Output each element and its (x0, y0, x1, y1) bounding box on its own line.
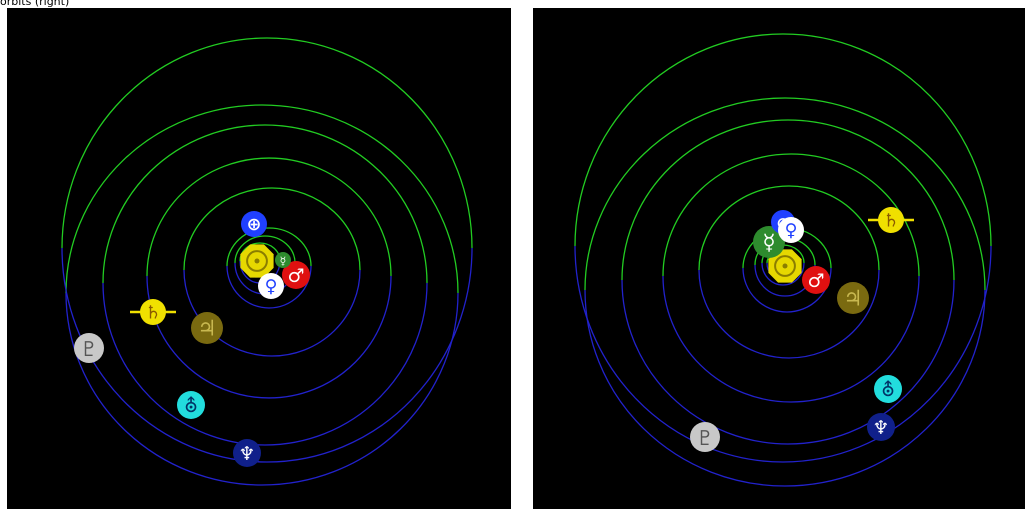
venus-marker: ♀ (778, 217, 804, 243)
mercury-icon (275, 252, 291, 268)
orbit-4-near-arc (226, 265, 312, 309)
pluto-marker: ♇ (690, 422, 720, 452)
uranus-marker: ⛢ (177, 391, 205, 419)
saturn-marker: ♄ (868, 207, 914, 233)
mercury-marker: ☿ (275, 252, 291, 268)
sun-ring (774, 255, 796, 277)
earth-marker: ⊕ (241, 211, 267, 237)
orbit-2-near-arc (761, 262, 805, 286)
pluto-icon (74, 333, 104, 363)
orbit-8-far-arc (584, 97, 986, 291)
mars-icon (802, 266, 830, 294)
orbit-8-near-arc (65, 292, 459, 486)
orbit-4-far-arc (226, 227, 312, 267)
venus-icon (258, 273, 284, 299)
sun-marker (768, 249, 802, 283)
orbit-9-far-arc (574, 33, 992, 247)
pluto-symbol: ♇ (696, 426, 714, 450)
venus-symbol: ♀ (785, 221, 798, 241)
neptune-icon (233, 439, 261, 467)
uranus-symbol: ⛢ (184, 395, 198, 417)
uranus-marker: ⛢ (874, 375, 902, 403)
mercury-icon (753, 226, 785, 258)
mercury-symbol: ☿ (280, 255, 287, 268)
neptune-icon (867, 413, 895, 441)
mars-marker: ♂ (802, 266, 830, 294)
jupiter-icon (191, 312, 223, 344)
solar-system-view-right: ☿⊕♀♂♃♄⛢♆♇ (533, 8, 1025, 509)
mars-marker: ♂ (282, 261, 310, 289)
solar-system-view-left: ⊕ ♀ ♂ ☿ ♄ ♃ ♇ ⛢ ♆ (7, 8, 511, 509)
mercury-symbol: ☿ (762, 231, 775, 256)
orbit-6-far-arc (146, 157, 392, 277)
orbit-7-far-arc (102, 124, 428, 284)
saturn-symbol: ♄ (883, 211, 899, 232)
orbit-5-near-arc (183, 269, 361, 357)
pluto-marker: ♇ (74, 333, 104, 363)
sun-marker (240, 244, 274, 278)
mars-symbol: ♂ (808, 270, 825, 292)
orbit-5-near-arc (698, 269, 880, 359)
saturn-marker: ♄ (130, 299, 176, 325)
figure-caption: orbits (right) (0, 0, 70, 8)
uranus-icon (177, 391, 205, 419)
saturn-symbol: ♄ (145, 303, 161, 324)
orbit-7-near-arc (102, 282, 428, 446)
sun-dot (254, 258, 260, 264)
neptune-marker: ♆ (867, 413, 895, 441)
orbit-9-far-arc (61, 37, 473, 249)
neptune-symbol: ♆ (239, 443, 256, 465)
venus-symbol: ♀ (265, 277, 278, 297)
uranus-icon (874, 375, 902, 403)
orbit-7-near-arc (621, 279, 955, 445)
neptune-symbol: ♆ (873, 417, 890, 439)
orbit-6-near-arc (146, 275, 392, 399)
uranus-symbol: ⛢ (881, 379, 895, 401)
orbit-8-far-arc (65, 104, 459, 294)
saturn-icon (140, 299, 166, 325)
pluto-symbol: ♇ (80, 337, 98, 361)
venus-icon (778, 217, 804, 243)
orbit-diagram-right: ☿⊕♀♂♃♄⛢♆♇ (574, 33, 992, 487)
pluto-icon (690, 422, 720, 452)
neptune-marker: ♆ (233, 439, 261, 467)
orbit-5-far-arc (183, 187, 361, 271)
jupiter-symbol: ♃ (197, 317, 216, 342)
jupiter-marker: ♃ (191, 312, 223, 344)
jupiter-marker: ♃ (837, 282, 869, 314)
saturn-icon (878, 207, 904, 233)
orbit-diagram-left: ⊕ ♀ ♂☿ ♄ ♃ ♇ ⛢ ♆ (61, 37, 473, 486)
mercury-marker: ☿ (753, 226, 785, 258)
mars-icon (282, 261, 310, 289)
orbit-5-far-arc (698, 185, 880, 271)
mars-symbol: ♂ (288, 265, 305, 287)
jupiter-symbol: ♃ (843, 287, 862, 312)
orbit-6-near-arc (662, 275, 920, 403)
sun-dot (782, 263, 788, 269)
orbit-8-near-arc (584, 289, 986, 487)
orbit-9-near-arc (574, 245, 992, 463)
orbit-7-far-arc (621, 119, 955, 281)
earth-symbol: ⊕ (247, 215, 262, 235)
earth-icon (241, 211, 267, 237)
venus-marker: ♀ (258, 273, 284, 299)
orbit-3-far-arc (234, 235, 296, 264)
sun-ring (246, 250, 268, 272)
jupiter-icon (837, 282, 869, 314)
